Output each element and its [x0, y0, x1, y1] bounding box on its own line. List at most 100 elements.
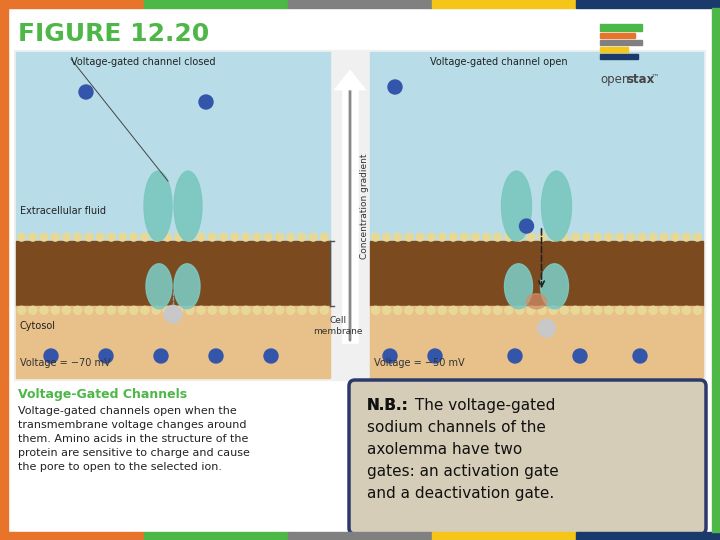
Circle shape — [649, 306, 657, 314]
Circle shape — [264, 306, 272, 314]
Circle shape — [287, 233, 294, 241]
Circle shape — [494, 233, 502, 241]
Circle shape — [29, 233, 37, 241]
Circle shape — [130, 233, 138, 241]
Circle shape — [141, 233, 149, 241]
Circle shape — [605, 233, 613, 241]
Text: sodium channels of the: sodium channels of the — [367, 420, 546, 435]
Circle shape — [527, 306, 535, 314]
Circle shape — [638, 306, 646, 314]
Circle shape — [508, 349, 522, 363]
Circle shape — [119, 306, 127, 314]
Circle shape — [605, 306, 613, 314]
Circle shape — [627, 306, 635, 314]
Text: Cytosol: Cytosol — [20, 321, 56, 331]
Circle shape — [416, 306, 424, 314]
Circle shape — [175, 233, 183, 241]
Circle shape — [40, 306, 48, 314]
Text: open: open — [600, 73, 629, 86]
Circle shape — [560, 306, 568, 314]
Circle shape — [638, 233, 646, 241]
Circle shape — [96, 233, 104, 241]
Circle shape — [482, 306, 490, 314]
Circle shape — [505, 233, 513, 241]
Ellipse shape — [144, 171, 172, 241]
Text: Voltage = −50 mV: Voltage = −50 mV — [374, 358, 464, 368]
Circle shape — [438, 233, 446, 241]
Circle shape — [85, 233, 93, 241]
Circle shape — [538, 319, 556, 338]
Circle shape — [633, 349, 647, 363]
Circle shape — [264, 349, 278, 363]
Circle shape — [593, 306, 601, 314]
Circle shape — [449, 306, 457, 314]
Circle shape — [427, 306, 435, 314]
Circle shape — [320, 233, 328, 241]
Circle shape — [388, 80, 402, 94]
Ellipse shape — [174, 264, 200, 309]
Circle shape — [616, 306, 624, 314]
Bar — [0, 8, 8, 532]
Circle shape — [560, 233, 568, 241]
Circle shape — [163, 306, 171, 314]
Circle shape — [460, 233, 468, 241]
Circle shape — [276, 233, 284, 241]
Circle shape — [141, 306, 149, 314]
Circle shape — [197, 233, 205, 241]
Circle shape — [538, 233, 546, 241]
Circle shape — [107, 233, 115, 241]
Text: gates: an activation gate: gates: an activation gate — [367, 464, 559, 479]
Circle shape — [107, 306, 115, 314]
Text: The voltage-gated: The voltage-gated — [410, 398, 555, 413]
Circle shape — [683, 233, 690, 241]
Circle shape — [683, 306, 690, 314]
Text: N.B.:: N.B.: — [367, 398, 409, 413]
Ellipse shape — [174, 171, 202, 241]
Circle shape — [99, 349, 113, 363]
Circle shape — [405, 306, 413, 314]
Circle shape — [660, 306, 668, 314]
Circle shape — [152, 306, 160, 314]
Circle shape — [582, 233, 590, 241]
Bar — [14, 50, 705, 380]
Circle shape — [460, 306, 468, 314]
Bar — [16, 241, 330, 306]
Circle shape — [693, 306, 701, 314]
Bar — [16, 306, 330, 378]
Circle shape — [482, 233, 490, 241]
Circle shape — [505, 306, 513, 314]
Ellipse shape — [541, 171, 572, 241]
Text: protein are sensitive to charge and cause: protein are sensitive to charge and caus… — [18, 448, 250, 458]
Circle shape — [582, 306, 590, 314]
Circle shape — [175, 306, 183, 314]
Circle shape — [671, 233, 679, 241]
Circle shape — [549, 306, 557, 314]
Circle shape — [164, 305, 182, 323]
Circle shape — [549, 233, 557, 241]
Bar — [712, 8, 720, 532]
Circle shape — [382, 306, 391, 314]
Text: and a deactivation gate.: and a deactivation gate. — [367, 486, 554, 501]
Text: Voltage-gated channels open when the: Voltage-gated channels open when the — [18, 406, 237, 416]
Circle shape — [253, 233, 261, 241]
Circle shape — [242, 233, 250, 241]
Text: Concentration gradient: Concentration gradient — [360, 154, 369, 259]
Circle shape — [309, 306, 318, 314]
Circle shape — [593, 233, 601, 241]
Bar — [600, 33, 635, 38]
Circle shape — [382, 233, 391, 241]
Circle shape — [449, 233, 457, 241]
Circle shape — [154, 349, 168, 363]
Circle shape — [573, 349, 587, 363]
Circle shape — [394, 233, 402, 241]
Circle shape — [230, 306, 238, 314]
Circle shape — [298, 306, 306, 314]
Text: Voltage-gated channel closed: Voltage-gated channel closed — [71, 57, 215, 67]
Circle shape — [220, 233, 228, 241]
Text: axolemma have two: axolemma have two — [367, 442, 522, 457]
Circle shape — [186, 306, 194, 314]
Ellipse shape — [146, 264, 172, 309]
Circle shape — [242, 306, 250, 314]
Text: Voltage-Gated Channels: Voltage-Gated Channels — [18, 388, 187, 401]
Bar — [370, 241, 703, 306]
